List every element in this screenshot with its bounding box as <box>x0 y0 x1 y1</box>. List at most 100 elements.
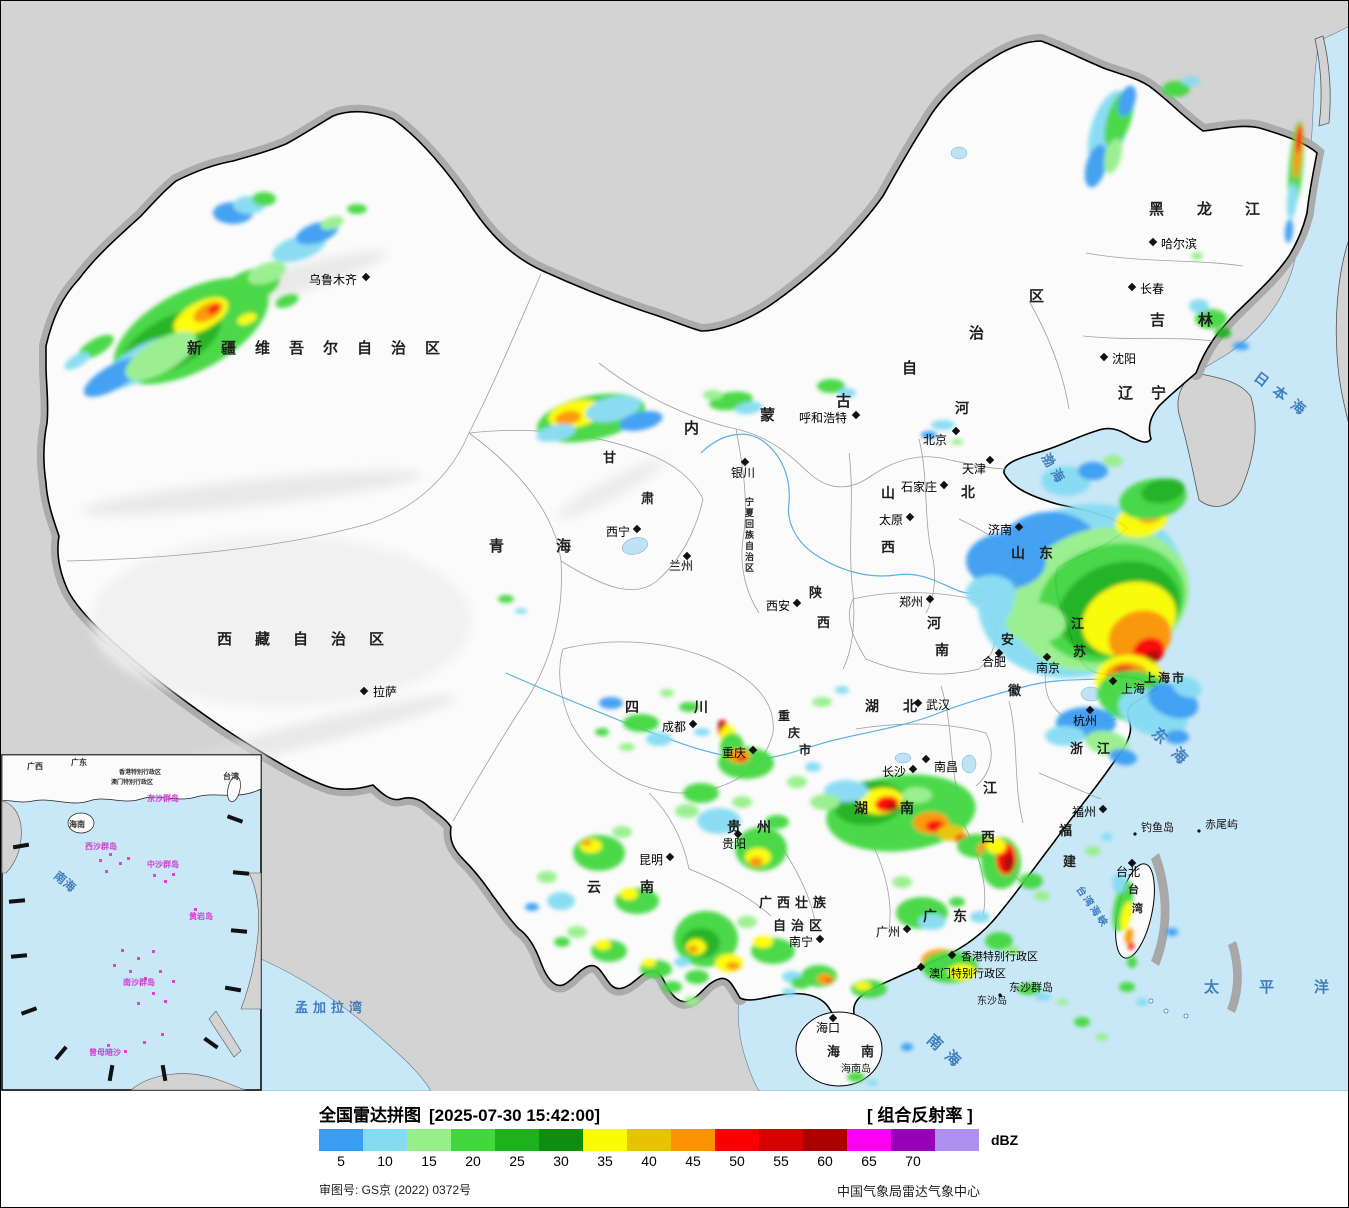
province-label: 南 <box>935 642 949 658</box>
radar-echo <box>855 982 871 990</box>
reef-mark <box>121 949 124 952</box>
radar-echo <box>275 294 299 308</box>
legend-color-step <box>627 1129 671 1151</box>
province-label: 上海市 <box>1144 670 1186 685</box>
province-label: 陕 <box>809 585 823 600</box>
radar-echo <box>1127 956 1137 968</box>
ryukyu-arc-south <box>1227 941 1242 1013</box>
province-label: 蒙 <box>760 406 775 424</box>
province-label: 青海 <box>489 537 623 555</box>
province-label: 浙江 <box>1070 741 1124 756</box>
province-label: 治 <box>969 324 984 342</box>
city-marker <box>1127 858 1137 868</box>
province-label: 族 <box>745 529 755 540</box>
province-label: 云南 <box>587 879 693 895</box>
radar-echo <box>1162 81 1190 97</box>
reef-mark <box>143 1041 146 1044</box>
city-label: 南宁 <box>789 934 813 949</box>
city-label: 澳门特别行政区 <box>929 966 1006 980</box>
radar-echo <box>1182 76 1200 86</box>
city-marker <box>632 524 642 534</box>
legend-color-step <box>363 1129 407 1151</box>
dash-segment <box>54 1045 68 1061</box>
japan-coast-sliver <box>1335 240 1348 423</box>
legend-color-step <box>891 1129 935 1151</box>
city-marker <box>1099 352 1109 362</box>
radar-echo <box>1056 999 1068 1005</box>
radar-echo <box>595 940 611 950</box>
inset-label: 海南 <box>69 819 85 829</box>
unit-label: dBZ <box>991 1132 1019 1148</box>
radar-echo <box>1041 466 1091 496</box>
province-label: 甘 <box>603 450 616 465</box>
color-scale-bar <box>319 1129 979 1151</box>
city-label: 贵阳 <box>722 837 746 851</box>
city-label: 哈尔滨 <box>1161 236 1197 251</box>
inset-mainland <box>1 754 262 804</box>
reef-mark <box>113 964 116 967</box>
radar-echo <box>595 728 609 736</box>
timestamp: [2025-07-30 15:42:00] <box>429 1106 601 1125</box>
radar-echo <box>660 689 674 697</box>
radar-echo <box>1034 891 1050 901</box>
radar-echo <box>1191 252 1203 260</box>
dash-segment <box>20 1006 38 1016</box>
province-label: 西 <box>881 539 895 555</box>
reef-mark <box>127 857 130 860</box>
dash-segment <box>107 1064 115 1082</box>
radar-echo <box>237 313 257 325</box>
radar-echo <box>679 702 699 712</box>
city-label: 上海 <box>1121 681 1145 696</box>
radar-echo <box>683 783 719 803</box>
radar-echo <box>810 794 840 810</box>
city-label: 昆明 <box>639 853 663 867</box>
sea-label: 太平洋 <box>1204 978 1349 996</box>
radar-echo <box>1096 1033 1108 1041</box>
reef-mark <box>159 970 162 973</box>
city-label: 西宁 <box>606 524 630 539</box>
island-dot <box>1133 832 1137 836</box>
island-label: 海南岛 <box>841 1062 871 1075</box>
radar-echo <box>688 945 698 953</box>
city-marker <box>359 686 369 696</box>
province-label: 河 <box>927 615 941 631</box>
legend-color-step <box>715 1129 759 1151</box>
radar-echo <box>64 352 90 370</box>
province-label: 治 <box>745 551 754 562</box>
inset-taiwan <box>227 775 241 803</box>
radar-echo <box>1004 946 1020 956</box>
radar-echo <box>948 964 976 980</box>
radar-echo <box>207 304 221 314</box>
dash-segment <box>8 898 26 904</box>
province-label: 辽宁 <box>1118 384 1184 402</box>
province-label: 福 <box>1058 823 1072 838</box>
product-type-label: [ 组合反射率 ] <box>867 1106 973 1125</box>
province-label: 新疆维吾尔自治区 <box>187 339 459 357</box>
dash-segment <box>160 1064 168 1082</box>
reef-mark <box>164 1000 167 1003</box>
city-marker <box>682 551 692 561</box>
radar-echo <box>1136 998 1148 1006</box>
radar-echo <box>694 728 710 736</box>
radar-echo <box>555 410 581 426</box>
province-label: 北 <box>961 484 975 500</box>
city-marker <box>665 852 675 862</box>
radar-echo <box>749 857 763 867</box>
city-label: 福州 <box>1072 804 1096 819</box>
radar-echo <box>599 697 623 709</box>
province-label: 黑龙江 <box>1149 200 1293 218</box>
reef-mark <box>129 970 132 973</box>
reef-mark <box>164 880 167 883</box>
city-label: 西安 <box>766 598 790 613</box>
radar-echo <box>515 608 527 614</box>
radar-echo <box>753 936 773 948</box>
legend-tick: 15 <box>421 1153 437 1169</box>
radar-echo <box>765 815 789 829</box>
radar-echo <box>619 411 663 431</box>
city-marker <box>1014 522 1024 532</box>
small-islands <box>1148 998 1189 1019</box>
province-label: 古 <box>836 392 851 410</box>
city-label: 沈阳 <box>1112 351 1136 366</box>
province-label: 西藏自治区 <box>217 630 407 648</box>
